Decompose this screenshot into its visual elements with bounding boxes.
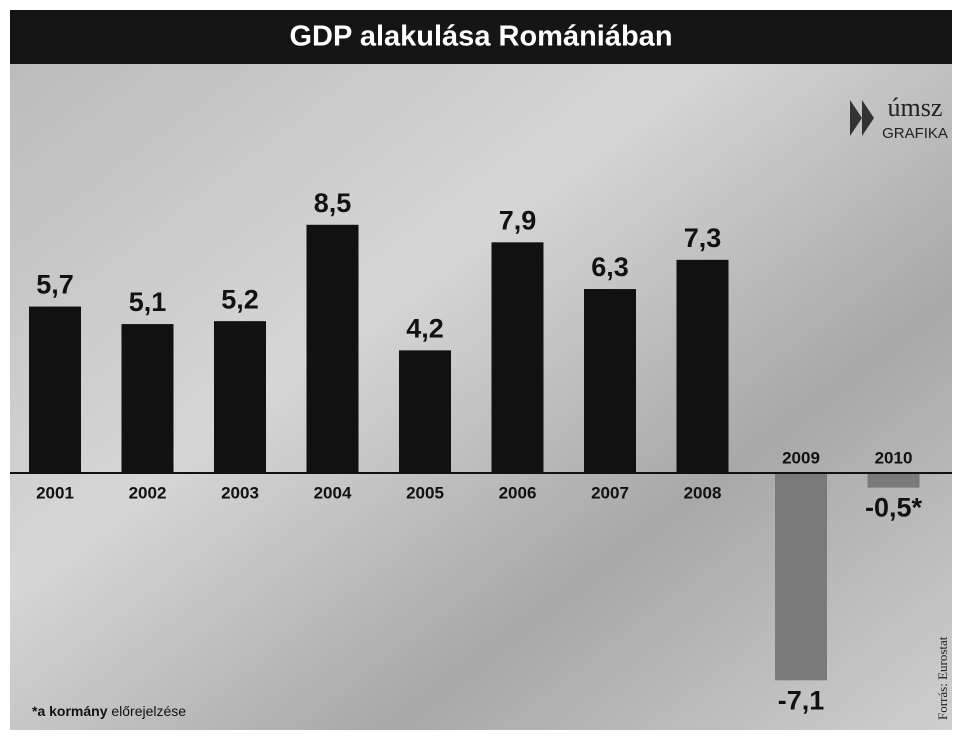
x-tick-label: 2006 [499,483,537,502]
bar [29,306,81,473]
bar [306,224,359,473]
bar [399,350,451,473]
bar [121,324,174,473]
footnote: *a kormány előrejelzése [32,703,186,719]
value-label: -0,5* [865,493,923,523]
bar [676,259,729,473]
value-label: 8,5 [314,188,352,218]
x-tick-label: 2004 [314,483,352,502]
footnote-text: előrejelzése [111,703,186,719]
value-label: -7,1 [778,685,825,715]
x-tick-label: 2003 [221,483,259,502]
logo-arrow [862,100,874,136]
value-label: 7,9 [499,205,537,235]
x-tick-label: 2010 [875,448,913,467]
source: Forrás: Eurostat [935,636,950,720]
value-label: 6,3 [591,252,629,282]
value-label: 4,2 [406,313,444,343]
value-label: 5,1 [129,287,167,317]
x-tick-label: 2008 [684,483,722,502]
x-tick-label: 2002 [129,483,167,502]
title-bar [10,10,952,64]
bar [491,242,544,473]
x-tick-label: 2007 [591,483,629,502]
value-label: 5,7 [36,270,74,300]
logo-name: úmsz [888,93,943,122]
value-label: 7,3 [684,223,722,253]
bar [214,321,266,473]
chart-title: GDP alakulása Romániában [289,21,672,53]
bar [867,473,920,488]
bar [584,289,636,473]
logo-subtitle: GRAFIKA [882,125,948,142]
value-label: 5,2 [221,284,259,314]
x-tick-label: 2005 [406,483,444,502]
x-tick-label: 2009 [782,448,820,467]
bar [775,473,827,681]
logo-arrow [850,100,862,136]
footnote-bold: *a kormány [32,703,108,719]
x-tick-label: 2001 [36,483,74,502]
